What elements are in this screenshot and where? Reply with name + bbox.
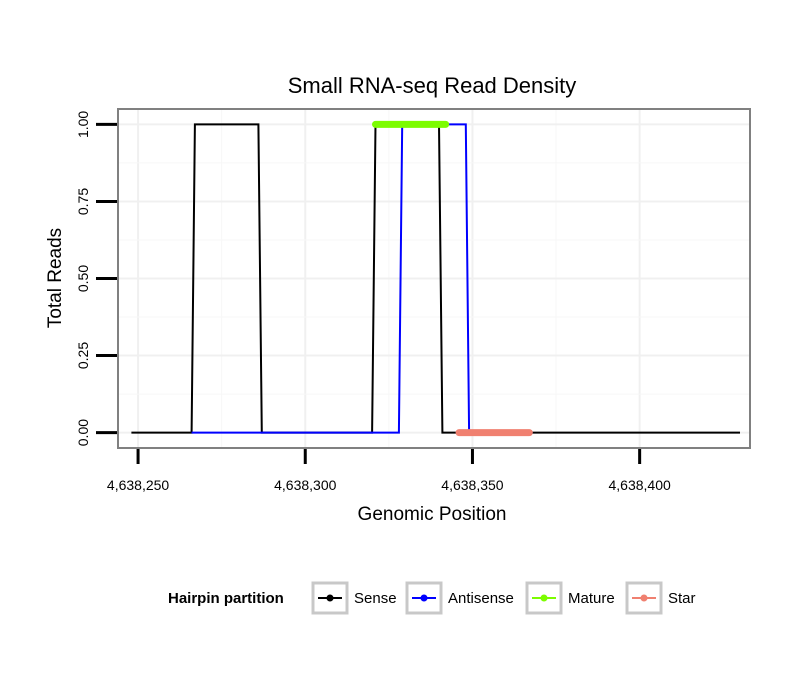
- y-tick-label: 0.25: [75, 342, 91, 369]
- y-tick-label: 1.00: [75, 111, 91, 138]
- legend-label-antisense: Antisense: [448, 590, 514, 607]
- x-tick-label: 4,638,250: [107, 477, 169, 493]
- plot-border: [117, 108, 751, 449]
- x-tick-label: 4,638,300: [274, 477, 336, 493]
- y-tick-label: 0.50: [75, 265, 91, 292]
- chart-title: Small RNA-seq Read Density: [288, 73, 577, 98]
- legend-label-star: Star: [668, 590, 696, 607]
- y-axis-title: Total Reads: [45, 228, 66, 328]
- y-tick-label: 0.75: [75, 188, 91, 215]
- legend-label-mature: Mature: [568, 590, 615, 607]
- y-axis: 0.00 0.25 0.50 0.75 1.00: [75, 111, 117, 446]
- legend: Hairpin partition Sense Antisense Mature St…: [168, 581, 696, 615]
- x-axis: 4,638,250 4,638,300 4,638,350 4,638,400: [107, 449, 671, 493]
- legend-key-dot: [640, 594, 648, 602]
- legend-key-dot: [540, 594, 548, 602]
- legend-key-dot: [420, 594, 428, 602]
- legend-key-dot: [326, 594, 334, 602]
- x-tick-label: 4,638,400: [609, 477, 671, 493]
- x-tick-label: 4,638,350: [441, 477, 503, 493]
- series-lines: [131, 120, 740, 437]
- legend-label-sense: Sense: [354, 590, 397, 607]
- legend-title: Hairpin partition: [168, 590, 284, 607]
- y-tick-label: 0.00: [75, 419, 91, 446]
- x-axis-title: Genomic Position: [358, 504, 507, 525]
